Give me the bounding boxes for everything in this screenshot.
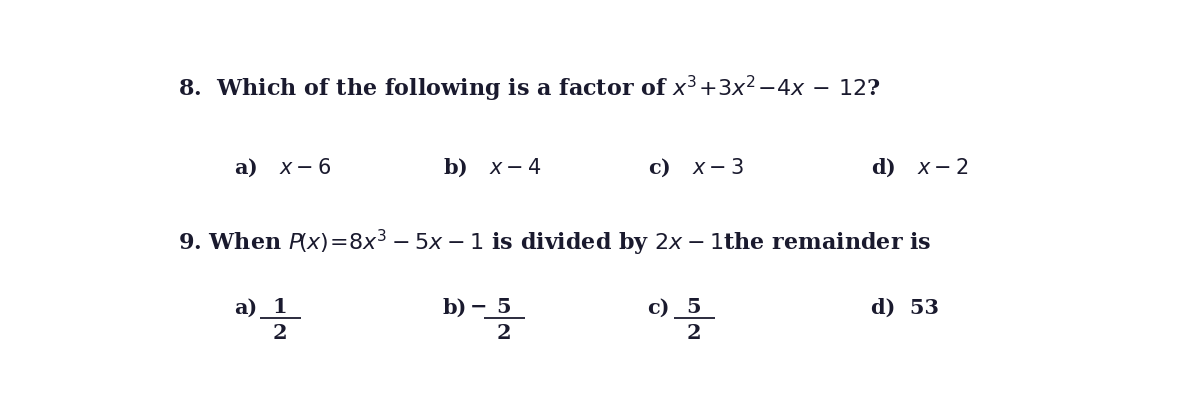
Text: 5: 5	[496, 296, 511, 316]
Text: 2: 2	[686, 322, 701, 342]
Text: d)   $x-2$: d) $x-2$	[871, 156, 968, 178]
Text: b)   $x-4$: b) $x-4$	[443, 156, 541, 178]
Text: a): a)	[234, 297, 257, 318]
Text: 2: 2	[496, 322, 511, 342]
Text: 1: 1	[272, 296, 288, 316]
Text: d)  53: d) 53	[871, 297, 938, 318]
Text: 2: 2	[272, 322, 288, 342]
Text: −: −	[469, 296, 487, 316]
Text: a)   $x-6$: a) $x-6$	[234, 156, 331, 178]
Text: 5: 5	[686, 296, 701, 316]
Text: c)   $x-3$: c) $x-3$	[648, 156, 744, 178]
Text: b): b)	[443, 297, 467, 318]
Text: c): c)	[648, 297, 670, 318]
Text: 8.  Which of the following is a factor of $x^3\!+\!3x^2\!-\!4x\,-\,12$?: 8. Which of the following is a factor of…	[178, 74, 881, 104]
Text: 9. When $P\!\left(x\right)\!=\!8x^3-5x-1$ is divided by $2x-1$the remainder is: 9. When $P\!\left(x\right)\!=\!8x^3-5x-1…	[178, 227, 931, 257]
